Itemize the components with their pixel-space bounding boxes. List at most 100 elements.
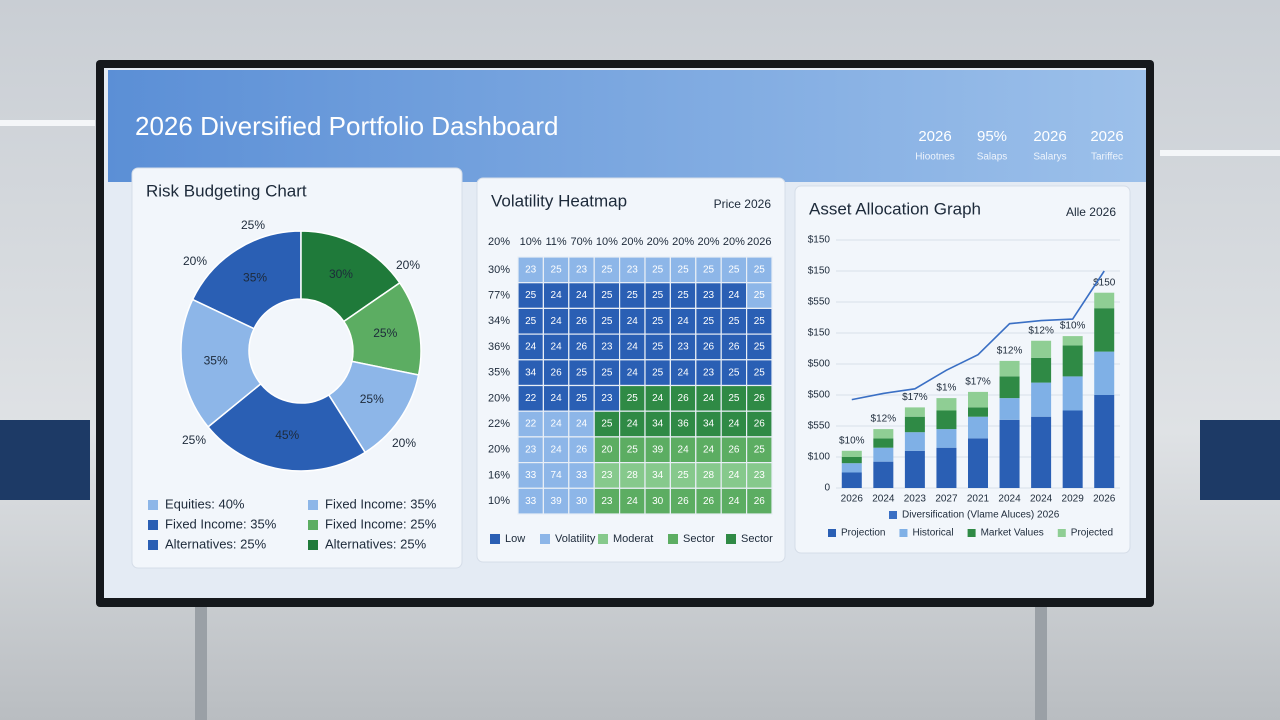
cell-label: 25 xyxy=(601,264,613,275)
legend-swatch xyxy=(308,540,318,550)
bar-segment xyxy=(1094,351,1115,395)
cell-label: 25 xyxy=(551,264,563,275)
cell-label: 25 xyxy=(754,290,766,301)
bar-segment xyxy=(968,407,988,417)
legend-swatch xyxy=(148,520,158,530)
stat-label: Salarys xyxy=(1033,152,1066,163)
stat-label: Salaps xyxy=(977,152,1008,163)
cell-label: 26 xyxy=(754,393,766,404)
cell-label: 24 xyxy=(728,470,740,481)
y-tick-label: $150 xyxy=(808,235,831,246)
cell-label: 25 xyxy=(627,444,639,455)
heatmap-cell xyxy=(517,359,544,387)
cell-label: 74 xyxy=(551,470,563,481)
stat-label: Hiootnes xyxy=(915,152,954,163)
bar-segment xyxy=(1062,345,1083,377)
panel-title: Volatility Heatmap xyxy=(491,191,627,210)
bar-segment xyxy=(841,450,862,457)
donut-slice xyxy=(206,382,367,472)
cell-label: 23 xyxy=(525,444,537,455)
stat-label: Tariffec xyxy=(1091,152,1123,163)
legend-label: Equities: 40% xyxy=(165,496,245,511)
bar-label: $17% xyxy=(902,392,928,403)
cell-label: 24 xyxy=(728,419,740,430)
cell-label: 23 xyxy=(601,342,613,353)
bar-segment xyxy=(904,450,925,488)
slice-label: 35% xyxy=(204,354,228,368)
cell-label: 23 xyxy=(627,264,639,275)
heatmap-cell xyxy=(517,282,544,310)
bar-segment xyxy=(968,391,988,408)
legend-swatch xyxy=(726,534,736,544)
column-label: 20% xyxy=(647,236,669,248)
cell-label: 25 xyxy=(601,290,613,301)
panel-title: Risk Budgeting Chart xyxy=(146,181,307,200)
bar-segment xyxy=(1031,357,1052,383)
annotation: 20% xyxy=(183,254,207,268)
cell-label: 24 xyxy=(627,496,639,507)
bar-label: $10% xyxy=(1060,321,1086,332)
cell-label: 25 xyxy=(652,264,664,275)
column-label: 20% xyxy=(621,236,643,248)
bar-segment xyxy=(936,410,957,430)
cell-label: 26 xyxy=(678,496,690,507)
bar-label: $17% xyxy=(965,377,991,388)
cell-label: 24 xyxy=(551,419,563,430)
bar-segment xyxy=(1062,410,1083,488)
cell-label: 30 xyxy=(652,496,664,507)
cell-label: 24 xyxy=(678,316,690,327)
cell-label: 23 xyxy=(678,342,690,353)
cell-label: 24 xyxy=(728,496,740,507)
cell-label: 24 xyxy=(551,290,563,301)
y-tick-label: $500 xyxy=(808,359,831,370)
corner-label: 20% xyxy=(488,236,510,248)
bar-segment xyxy=(936,429,957,448)
row-label: 22% xyxy=(488,418,510,430)
cell-label: 24 xyxy=(576,290,588,301)
cell-label: 25 xyxy=(703,264,715,275)
heatmap-cell xyxy=(644,359,671,387)
x-tick-label: 2024 xyxy=(998,494,1021,505)
heatmap-cell xyxy=(618,359,646,387)
cell-label: 25 xyxy=(728,367,740,378)
bar-segment xyxy=(1031,340,1052,358)
cell-label: 25 xyxy=(627,393,639,404)
heatmap-cell xyxy=(593,410,621,438)
heatmap-cell xyxy=(618,307,646,335)
legend-swatch xyxy=(598,534,608,544)
cell-label: 24 xyxy=(627,316,639,327)
heatmap-cell xyxy=(517,307,544,335)
cell-label: 25 xyxy=(754,367,766,378)
cell-label: 34 xyxy=(652,470,664,481)
cell-label: 24 xyxy=(551,342,563,353)
heatmap-cell xyxy=(669,462,697,489)
legend-label: Fixed Income: 35% xyxy=(165,516,277,531)
cell-label: 28 xyxy=(627,470,639,481)
column-label: 20% xyxy=(697,236,719,248)
cell-label: 22 xyxy=(525,393,537,404)
cell-label: 24 xyxy=(627,419,639,430)
y-tick-label: $150 xyxy=(808,328,831,339)
legend-label: Market Values xyxy=(981,528,1044,539)
heatmap-cell xyxy=(745,410,773,438)
stat-value: 95% xyxy=(977,128,1007,145)
stat-value: 2026 xyxy=(918,128,951,145)
annotation: 20% xyxy=(392,436,416,450)
legend-swatch xyxy=(540,534,550,544)
cell-label: 33 xyxy=(525,470,537,481)
cell-label: 25 xyxy=(754,316,766,327)
bar-label: $12% xyxy=(871,414,897,425)
bar-segment xyxy=(1094,308,1115,352)
y-tick-label: $500 xyxy=(808,390,831,401)
donut-slice xyxy=(180,298,262,428)
dashboard-content: 2026Hiootnes95%Salaps2026Salarys2026Tari… xyxy=(131,128,1131,569)
legend-label: Moderat xyxy=(613,533,653,545)
bar-segment xyxy=(904,432,925,451)
cell-label: 24 xyxy=(576,419,588,430)
heatmap-cell xyxy=(745,282,773,310)
legend-label: Volatility xyxy=(555,533,596,545)
panel-title: Asset Allocation Graph xyxy=(809,199,981,218)
heatmap-cell xyxy=(745,307,773,335)
bar-segment xyxy=(873,447,894,462)
